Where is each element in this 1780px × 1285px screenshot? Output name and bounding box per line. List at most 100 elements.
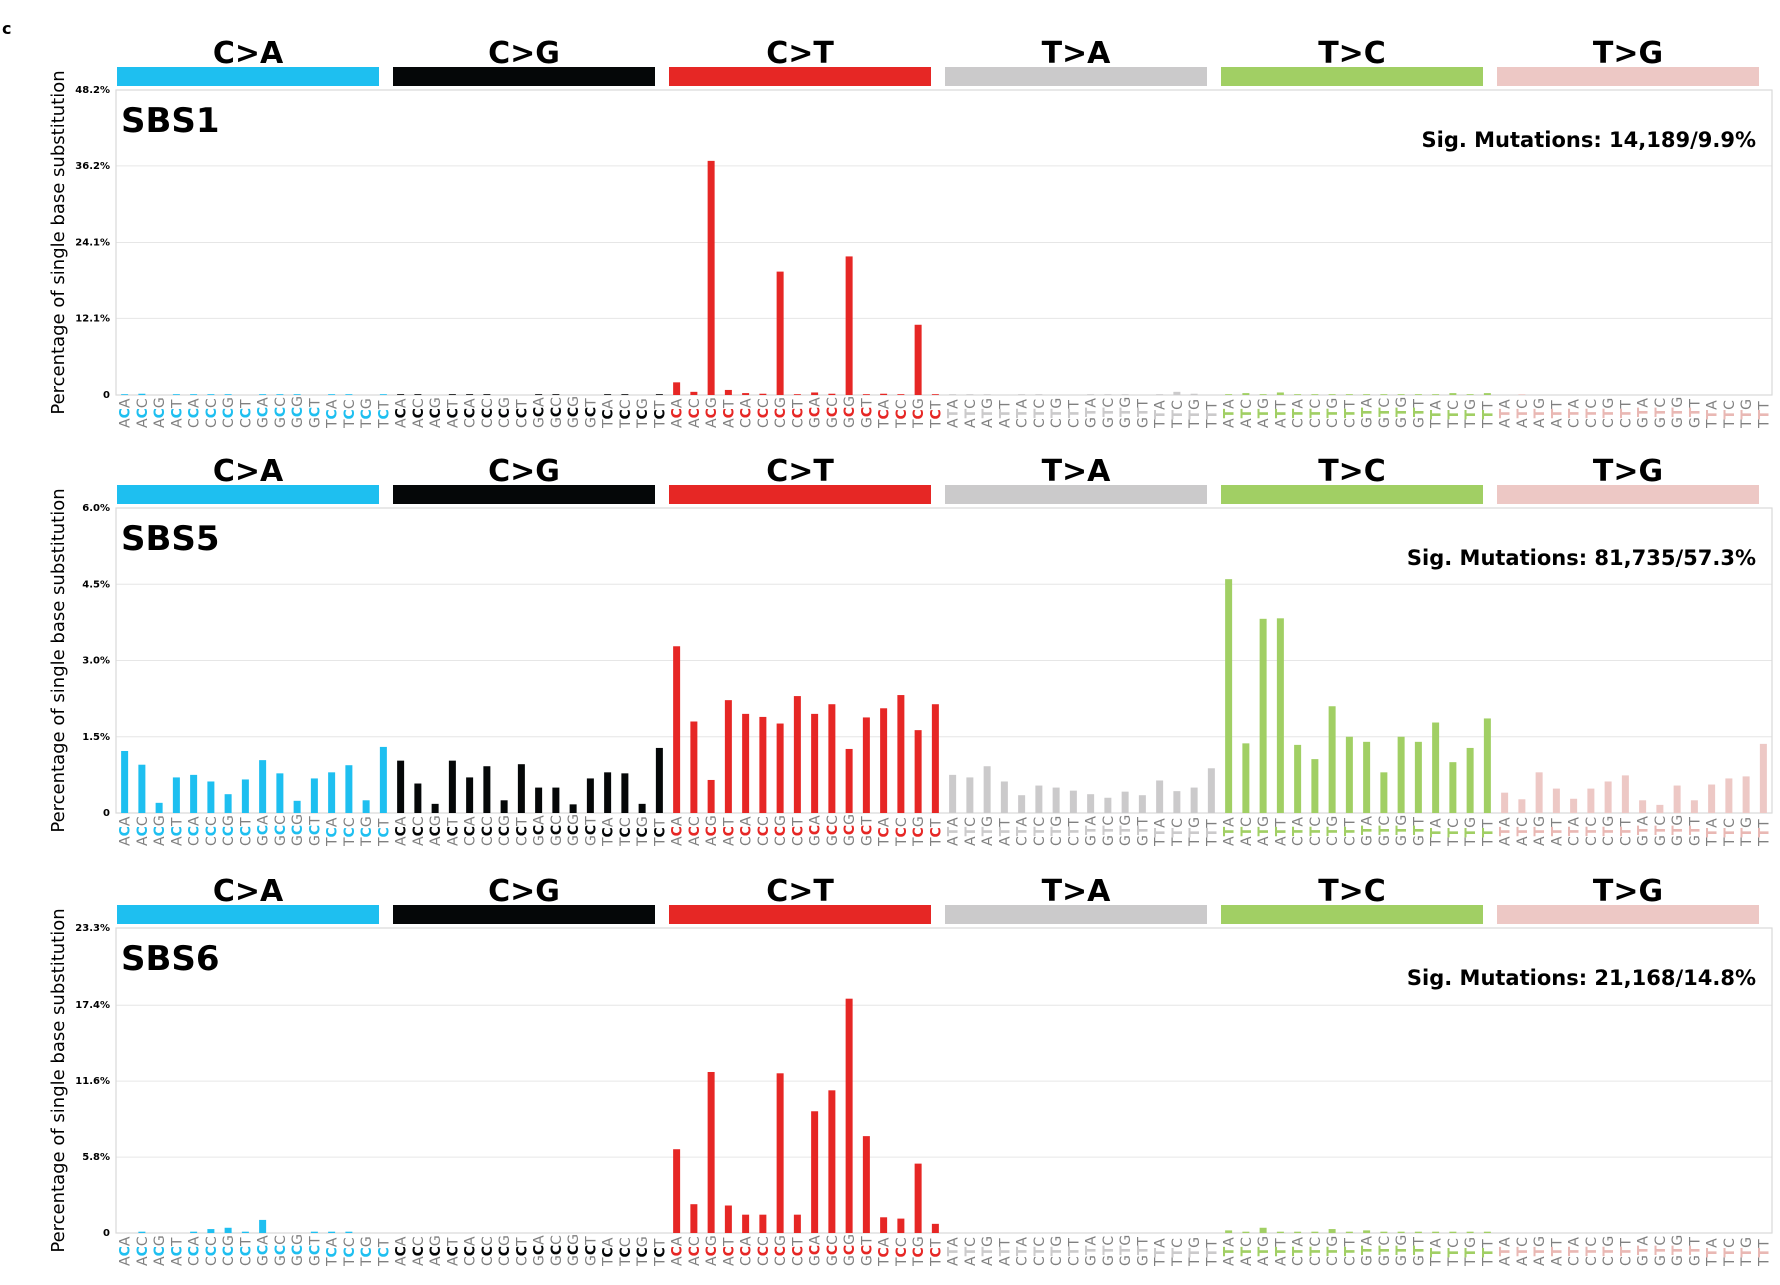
bar-C-to-T-GCC [828,1090,836,1233]
x-tick-label: GTG [1394,1235,1410,1266]
x-tick-label: GCT [859,398,875,428]
x-tick-label: ACT [169,1237,185,1266]
x-tick-label: CCG [773,397,789,428]
category-strip-T-to-C [1221,67,1483,86]
bar-T-to-C-ATA [1225,579,1233,813]
x-tick-label: CCA [463,816,479,846]
bar-T-to-C-TTC [1449,762,1457,813]
x-tick-label: TCG [635,398,651,429]
bar-C-to-T-TCA [880,708,888,813]
bar-C-to-A-TCC [345,765,353,813]
bar-C-to-A-CCA [190,1231,198,1233]
x-tick-label: TTT [1756,401,1772,429]
bar-C-to-T-GCG [845,998,853,1233]
x-tick-label: CCC [480,1236,496,1266]
x-tick-label: CCT [238,817,254,846]
bar-T-to-A-GTA [1087,394,1095,395]
x-tick-label: TCC [342,399,358,429]
x-tick-label: CTT [1066,1238,1082,1266]
bar-T-to-C-CTG [1328,1229,1336,1233]
bar-C-to-A-GCT [310,778,318,813]
x-tick-label: ATT [1549,1238,1565,1266]
bar-T-to-A-ATG [983,394,991,395]
x-tick-label: ATG [980,816,996,846]
plot-frame [115,89,1773,396]
bar-C-to-T-GCA [811,392,819,395]
x-tick-label: ACG [428,1235,444,1266]
x-tick-label: GCA [532,1235,548,1266]
x-tick-label: CTA [1567,399,1583,428]
x-tick-label: GTG [1670,397,1686,428]
y-axis-label: Percentage of single base substitution [48,488,69,832]
x-tick-label: CCT [238,399,254,428]
category-strip-C-to-A [117,905,379,924]
x-tick-label: GCT [307,398,323,428]
bar-T-to-C-ATA [1225,394,1233,395]
bar-T-to-A-ATC [966,394,974,395]
category-label: C>A [213,454,284,489]
x-tick-label: ATG [980,1236,996,1266]
bar-T-to-C-TTC [1449,1231,1457,1233]
x-tick-label: ATC [1239,817,1255,846]
x-tick-label: ACG [152,1235,168,1266]
x-tick-label: CTC [1308,1237,1324,1266]
x-tick-label: TCG [911,398,927,429]
x-tick-label: ACC [135,398,151,428]
x-tick-label: TCT [376,818,392,847]
x-tick-label: ACA [118,398,134,428]
x-tick-label: GCT [307,1236,323,1266]
bar-T-to-C-CTC [1311,759,1319,813]
x-tick-label: CCC [204,1236,220,1266]
bar-C-to-G-TCT [655,747,663,813]
x-tick-label: GCG [566,396,582,428]
x-tick-label: ATG [1256,816,1272,846]
x-tick-label: CTA [1567,817,1583,846]
bar-T-to-C-ATG [1259,394,1267,395]
x-tick-label: CTA [1015,817,1031,846]
x-tick-label: CCA [463,1236,479,1266]
bar-T-to-A-ATG [983,766,991,813]
bar-T-to-A-GTT [1138,795,1146,813]
bar-T-to-C-CTG [1328,706,1336,813]
bar-C-to-A-ACT [172,394,180,395]
x-tick-label: ACC [411,398,427,428]
x-tick-label: GCC [549,815,565,846]
x-tick-label: TTG [1739,399,1755,429]
x-tick-label: ATC [1239,1237,1255,1266]
bar-C-to-A-GCG [293,394,301,395]
x-tick-label: TTT [1480,819,1496,847]
x-tick-label: ATC [963,399,979,428]
x-tick-label: CTA [1015,1237,1031,1266]
bar-T-to-A-TTA [1156,780,1164,813]
bar-T-to-C-TTA [1432,722,1440,813]
x-tick-label: GTC [1101,1236,1117,1266]
x-tick-label: ACT [445,399,461,428]
x-tick-label: TCC [342,817,358,847]
bar-C-to-A-TCA [328,772,336,813]
x-tick-label: CTT [1066,400,1082,428]
y-tick-label: 1.5% [82,732,110,743]
bar-T-to-A-GTC [1104,394,1112,395]
y-tick-label: 0 [103,1228,110,1239]
x-tick-label: ATG [1532,1236,1548,1266]
x-tick-label: TCC [618,399,634,429]
bar-C-to-T-ACA [673,382,681,395]
x-tick-label: TTA [1705,400,1721,429]
bar-T-to-C-ATT [1276,392,1284,395]
bar-C-to-G-GCA [535,787,543,813]
bar-C-to-T-CCT [793,1214,801,1233]
x-tick-label: TTA [1153,1238,1169,1267]
x-tick-label: ACT [445,1237,461,1266]
category-strip-T-to-G [1497,905,1759,924]
x-tick-label: GCG [290,1234,306,1266]
x-tick-label: ACC [411,816,427,846]
x-tick-label: GCA [256,1235,272,1266]
bar-C-to-T-TCC [897,1218,905,1233]
category-strip-C-to-T [669,485,931,504]
x-tick-label: ATT [1549,818,1565,846]
x-tick-label: GTC [1101,398,1117,428]
bar-T-to-G-TTC [1725,778,1733,813]
x-tick-label: CCC [204,816,220,846]
x-tick-label: TCA [601,1237,617,1267]
bar-C-to-T-CCT [793,394,801,395]
